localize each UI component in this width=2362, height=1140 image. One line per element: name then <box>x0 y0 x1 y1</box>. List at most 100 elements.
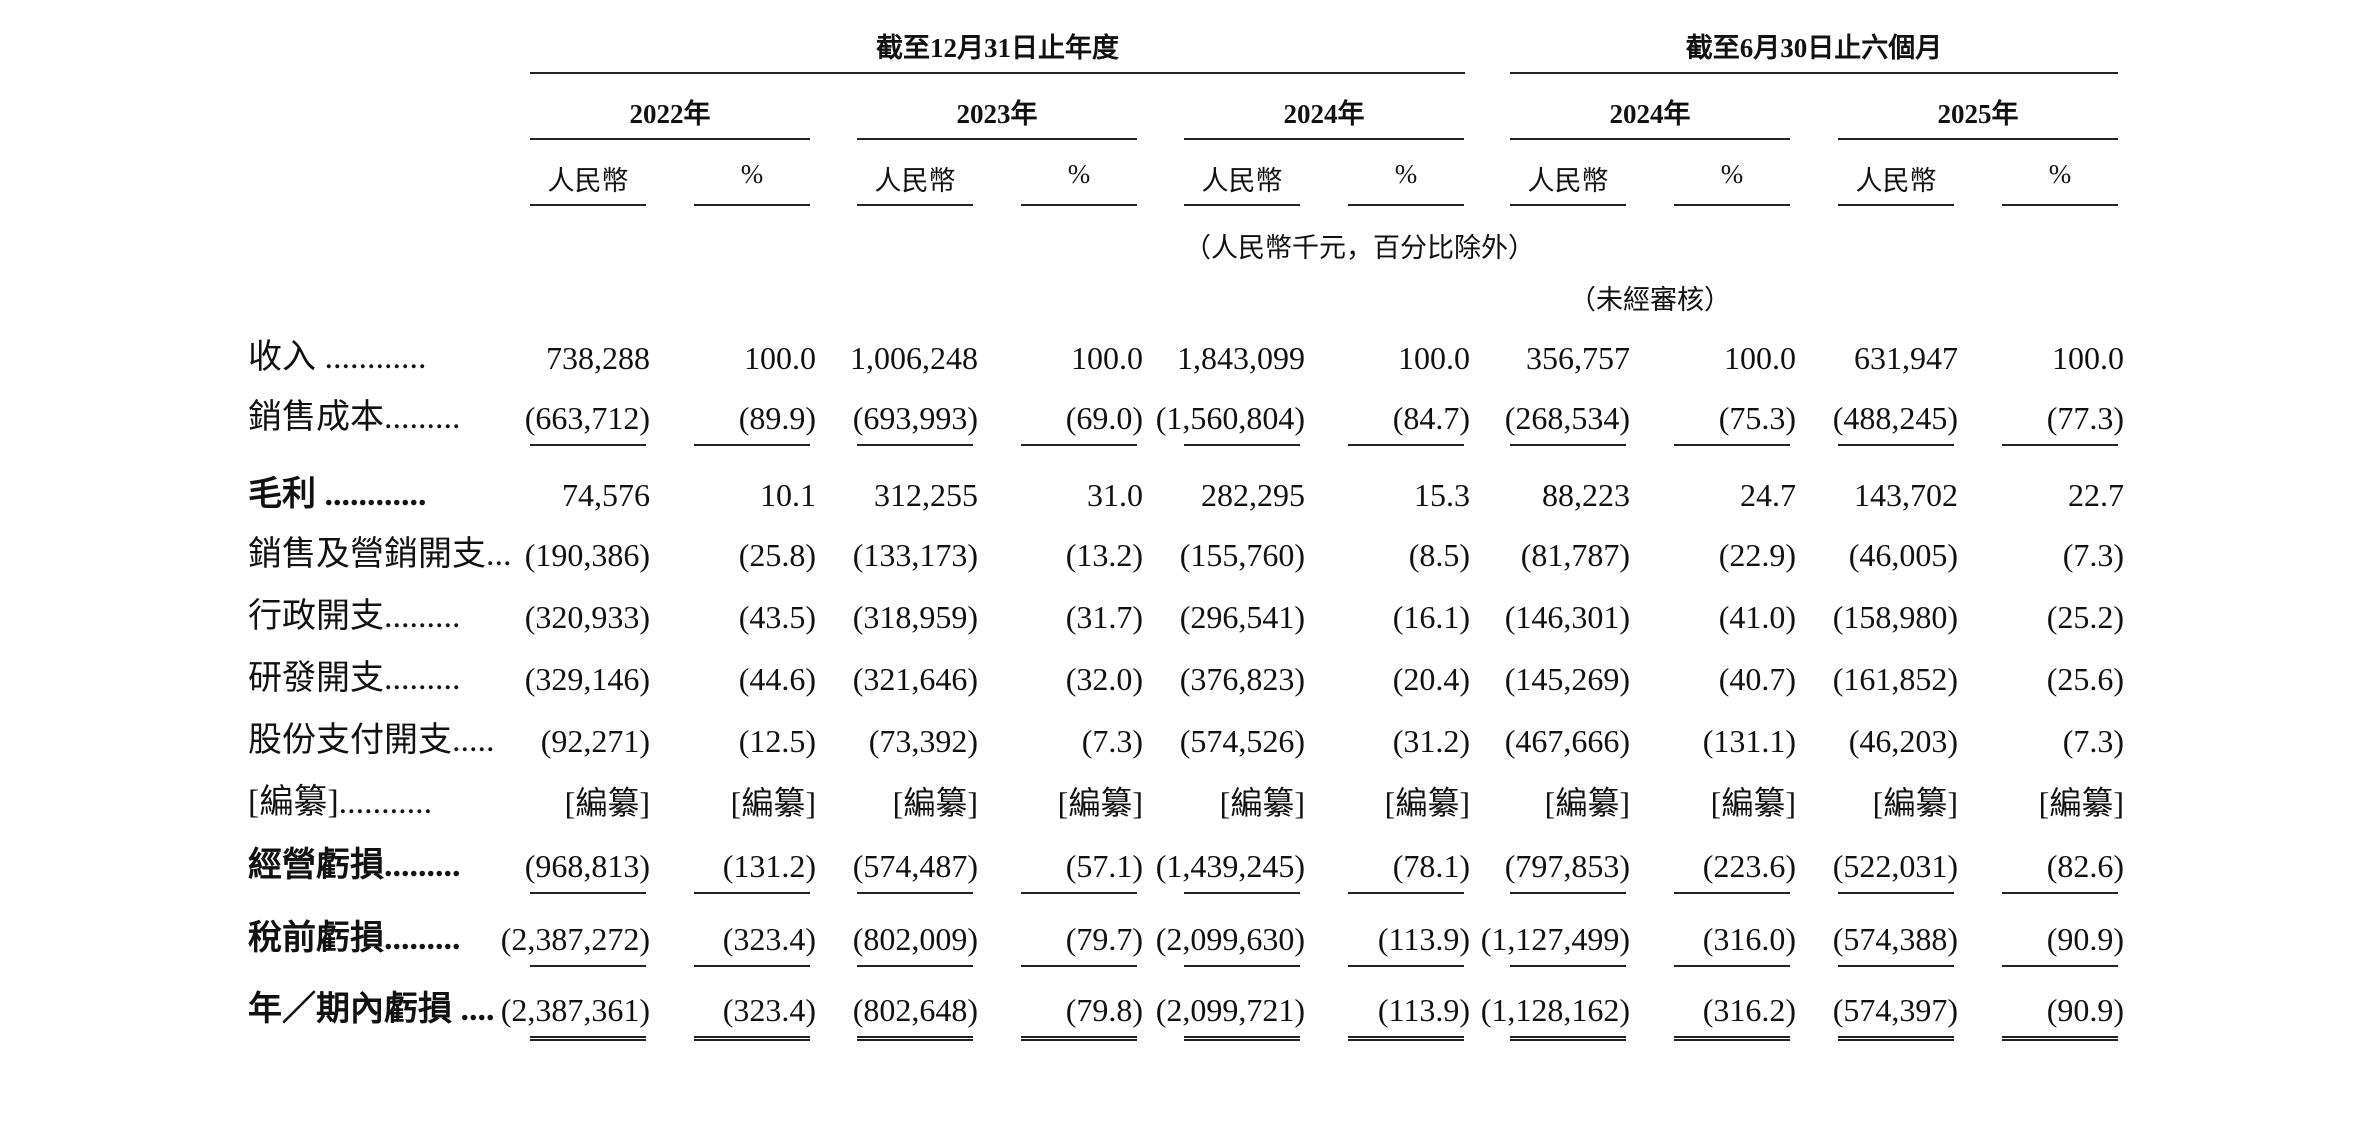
percent-cell: 100.0 <box>2052 340 2124 376</box>
percent-cell: (78.1) <box>1392 848 1470 884</box>
total-double-rule <box>694 1036 810 1041</box>
col-rule <box>857 204 973 206</box>
amount-cell: 282,295 <box>1201 477 1305 513</box>
period-rule-annual <box>530 72 1465 74</box>
amount-cell: (663,712) <box>524 400 650 436</box>
amount-cell: (321,646) <box>852 661 978 697</box>
subtotal-rule <box>1021 892 1137 894</box>
subtotal-rule <box>1348 444 1464 446</box>
percent-cell: (113.9) <box>1377 992 1470 1028</box>
amount-cell: 1,843,099 <box>1177 340 1305 376</box>
amount-cell: (1,439,245) <box>1155 848 1305 884</box>
subtotal-rule <box>1348 965 1464 967</box>
amount-cell: 1,006,248 <box>850 340 978 376</box>
subtotal-rule <box>857 444 973 446</box>
year-rule <box>1838 138 2118 140</box>
row-label: 行政開支......... <box>248 598 461 635</box>
total-double-rule <box>1348 1036 1464 1041</box>
subtotal-rule <box>1184 892 1300 894</box>
amount-cell: (158,980) <box>1832 599 1958 635</box>
year-header-2024: 2024年 <box>1283 99 1365 129</box>
amount-cell: (46,005) <box>1848 537 1958 573</box>
percent-cell: (22.9) <box>1718 537 1796 573</box>
percent-cell: (90.9) <box>2046 992 2124 1028</box>
percent-cell: (113.9) <box>1377 921 1470 957</box>
amount-cell: [編纂] <box>1219 785 1305 821</box>
amount-cell: (488,245) <box>1832 400 1958 436</box>
period-rule-interim <box>1510 72 2118 74</box>
year-rule <box>857 138 1137 140</box>
col-header-rmb: 人民幣 <box>874 166 956 196</box>
amount-cell: (81,787) <box>1520 537 1630 573</box>
amount-cell: (574,397) <box>1832 992 1958 1028</box>
percent-cell: 100.0 <box>1724 340 1796 376</box>
amount-cell: 74,576 <box>562 477 650 513</box>
amount-cell: 88,223 <box>1542 477 1630 513</box>
row-label: 稅前虧損......... <box>248 920 461 957</box>
subtotal-rule <box>530 892 646 894</box>
subtotal-rule <box>1838 892 1954 894</box>
amount-cell: (2,099,630) <box>1155 921 1305 957</box>
percent-cell: (75.3) <box>1718 400 1796 436</box>
amount-cell: (320,933) <box>524 599 650 635</box>
amount-cell: (2,099,721) <box>1155 992 1305 1028</box>
row-label: 毛利 ............ <box>248 476 427 513</box>
amount-cell: (155,760) <box>1179 537 1305 573</box>
amount-cell: 738,288 <box>546 340 650 376</box>
year-header-2022: 2022年 <box>629 99 711 129</box>
subtotal-rule <box>2002 892 2118 894</box>
percent-cell: [編纂] <box>1710 785 1796 821</box>
row-label: 年／期內虧損 .... <box>248 991 495 1028</box>
percent-cell: (20.4) <box>1392 661 1470 697</box>
col-header-rmb: 人民幣 <box>1855 166 1937 196</box>
amount-cell: [編纂] <box>564 785 650 821</box>
amount-cell: (161,852) <box>1832 661 1958 697</box>
total-double-rule <box>1510 1036 1626 1041</box>
amount-cell: [編纂] <box>1872 785 1958 821</box>
unit-note: （人民幣千元，百分比除外） <box>1184 233 1535 263</box>
amount-cell: 143,702 <box>1854 477 1958 513</box>
percent-cell: (131.1) <box>1702 723 1796 759</box>
amount-cell: (296,541) <box>1179 599 1305 635</box>
amount-cell: (145,269) <box>1504 661 1630 697</box>
amount-cell: (268,534) <box>1504 400 1630 436</box>
subtotal-rule <box>1674 965 1790 967</box>
amount-cell: 631,947 <box>1854 340 1958 376</box>
percent-cell: (13.2) <box>1065 537 1143 573</box>
amount-cell: (574,388) <box>1832 921 1958 957</box>
percent-cell: (44.6) <box>738 661 816 697</box>
col-header-pct: % <box>1394 159 1418 189</box>
amount-cell: [編纂] <box>1544 785 1630 821</box>
amount-cell: (329,146) <box>524 661 650 697</box>
subtotal-rule <box>1510 965 1626 967</box>
total-double-rule <box>530 1036 646 1041</box>
percent-cell: 10.1 <box>760 477 816 513</box>
col-rule <box>1838 204 1954 206</box>
amount-cell: (1,128,162) <box>1480 992 1630 1028</box>
amount-cell: (2,387,361) <box>500 992 650 1028</box>
percent-cell: 100.0 <box>1071 340 1143 376</box>
row-label: 收入 ............ <box>248 339 427 376</box>
amount-cell: (318,959) <box>852 599 978 635</box>
subtotal-rule <box>1510 892 1626 894</box>
percent-cell: (7.3) <box>2062 723 2124 759</box>
col-header-pct: % <box>1067 159 1091 189</box>
subtotal-rule <box>1838 444 1954 446</box>
col-rule <box>2002 204 2118 206</box>
percent-cell: (69.0) <box>1065 400 1143 436</box>
year-rule <box>1510 138 1790 140</box>
percent-cell: 31.0 <box>1087 477 1143 513</box>
total-double-rule <box>2002 1036 2118 1041</box>
col-header-rmb: 人民幣 <box>1527 166 1609 196</box>
amount-cell: (133,173) <box>852 537 978 573</box>
percent-cell: (131.2) <box>722 848 816 884</box>
percent-cell: (316.0) <box>1702 921 1796 957</box>
percent-cell: (8.5) <box>1408 537 1470 573</box>
amount-cell: (376,823) <box>1179 661 1305 697</box>
percent-cell: [編纂] <box>1384 785 1470 821</box>
percent-cell: (7.3) <box>1081 723 1143 759</box>
amount-cell: (574,487) <box>852 848 978 884</box>
percent-cell: 15.3 <box>1414 477 1470 513</box>
subtotal-rule <box>1838 965 1954 967</box>
percent-cell: (323.4) <box>722 992 816 1028</box>
